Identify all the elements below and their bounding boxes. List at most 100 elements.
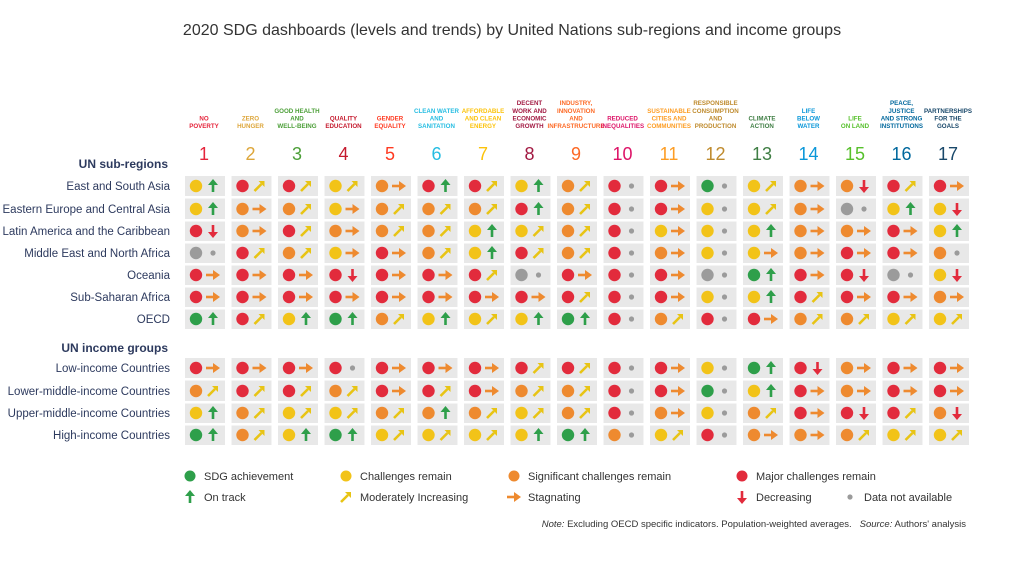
- trend-arrow-moderately-increasing: [904, 430, 916, 441]
- level-dot-major-challenges: [236, 246, 249, 260]
- trend-arrow-stagnating: [252, 270, 267, 280]
- level-dot-major-challenges: [422, 179, 435, 193]
- footnote: Note: Excluding OECD specific indicators…: [542, 519, 966, 530]
- trend-arrow-moderately-increasing: [532, 363, 544, 374]
- level-dot-no-data: [515, 268, 528, 282]
- row-separator: [180, 219, 970, 222]
- level-dot-significant-challenges: [329, 224, 342, 238]
- level-dot-challenges-remain: [701, 361, 714, 375]
- trend-arrow-stagnating: [671, 181, 685, 191]
- trend-arrow-data-not-available: [721, 228, 728, 234]
- level-dot-major-challenges: [329, 361, 342, 375]
- trend-arrow-decreasing: [952, 269, 962, 282]
- row-label: OECD: [137, 314, 170, 326]
- level-dot-major-challenges: [887, 361, 900, 375]
- level-dot-significant-challenges: [422, 246, 435, 260]
- trend-arrow-stagnating: [392, 248, 406, 258]
- level-dot-significant-challenges: [561, 406, 575, 420]
- level-dot-significant-challenges: [840, 224, 854, 238]
- goal-12-label: CONSUMPTION: [692, 108, 739, 115]
- level-dot-challenges-remain: [329, 246, 342, 260]
- row-label: Latin America and the Caribbean: [3, 226, 171, 238]
- trend-arrow-moderately-increasing: [904, 314, 916, 325]
- trend-arrow-on-track: [952, 224, 962, 237]
- level-dot-major-challenges: [282, 361, 296, 375]
- trend-arrow-data-not-available: [628, 250, 635, 256]
- note-label: Note:: [541, 519, 565, 530]
- legend-label: Stagnating: [528, 492, 581, 504]
- goal-13-label: ACTION: [750, 123, 774, 130]
- level-dot-challenges-remain: [468, 224, 482, 238]
- level-dot-significant-challenges: [794, 428, 807, 442]
- level-dot-significant-challenges: [654, 246, 668, 260]
- goal-16-label: JUSTICE: [888, 108, 914, 115]
- trend-arrow-moderately-increasing: [393, 430, 404, 441]
- level-dot-challenges-remain: [747, 246, 761, 260]
- trend-arrow-moderately-increasing: [346, 386, 358, 397]
- trend-arrow-stagnating: [671, 270, 685, 280]
- row-separator: [180, 445, 970, 448]
- level-dot-major-challenges: [654, 290, 668, 304]
- level-dot-major-challenges: [561, 361, 575, 375]
- goal-8-label: WORK AND: [512, 108, 547, 115]
- trend-arrow-stagnating: [950, 181, 964, 191]
- goal-10-label: REDUCED: [607, 115, 638, 122]
- row-separator: [180, 401, 970, 404]
- level-dot-challenges-remain: [933, 202, 947, 216]
- trend-arrow-moderately-increasing: [904, 408, 916, 419]
- level-dot-challenges-remain: [282, 406, 296, 420]
- goal-7-label: AND CLEAN: [465, 115, 502, 122]
- goal-8-label: DECENT: [517, 100, 543, 107]
- trend-arrow-moderately-increasing: [579, 386, 590, 397]
- trend-arrow-on-track: [766, 268, 776, 281]
- row-separator: [180, 241, 970, 244]
- level-dot-significant-challenges: [561, 202, 575, 216]
- goal-9-label: INNOVATION: [557, 108, 595, 115]
- trend-arrow-stagnating: [345, 248, 360, 258]
- level-dot-major-challenges: [468, 268, 482, 282]
- goal-6-label: AND: [430, 115, 444, 122]
- legend-label: Decreasing: [756, 492, 812, 504]
- goal-7-label: AFFORDABLE: [462, 108, 505, 115]
- level-dot-significant-challenges: [329, 384, 342, 398]
- trend-arrow-decreasing: [208, 225, 218, 238]
- level-dot-significant-challenges: [375, 224, 389, 238]
- legend-dot-sdg-achievement: [184, 470, 196, 482]
- level-dot-challenges-remain: [515, 224, 528, 238]
- trend-arrow-moderately-increasing: [486, 314, 497, 325]
- level-dot-major-challenges: [189, 290, 203, 304]
- goal-17-number: 17: [938, 144, 958, 164]
- trend-arrow-data-not-available: [721, 272, 728, 278]
- level-dot-major-challenges: [654, 361, 668, 375]
- goal-10-number: 10: [612, 144, 632, 164]
- trend-arrow-stagnating: [671, 226, 685, 236]
- level-dot-major-challenges: [608, 312, 621, 326]
- legend-label: Challenges remain: [360, 471, 452, 483]
- trend-arrow-on-track: [533, 202, 544, 215]
- level-dot-significant-challenges: [794, 179, 807, 193]
- goal-5-label: GENDER: [377, 115, 404, 122]
- trend-arrow-stagnating: [345, 204, 360, 214]
- level-dot-major-challenges: [236, 268, 249, 282]
- trend-arrow-moderately-increasing: [579, 292, 590, 303]
- level-dot-major-challenges: [794, 384, 807, 398]
- level-dot-significant-challenges: [375, 406, 389, 420]
- level-dot-significant-challenges: [840, 384, 854, 398]
- trend-arrow-moderately-increasing: [253, 248, 265, 259]
- level-dot-challenges-remain: [189, 406, 203, 420]
- trend-arrow-moderately-increasing: [532, 248, 544, 259]
- level-dot-challenges-remain: [701, 246, 714, 260]
- goal-12-label: PRODUCTION: [695, 123, 737, 130]
- goal-7-label: ENERGY: [470, 123, 497, 130]
- goal-15-label: ON LAND: [841, 123, 870, 130]
- trend-arrow-stagnating: [857, 226, 871, 236]
- goal-12-label: AND: [709, 115, 723, 122]
- level-dot-major-challenges: [794, 361, 807, 375]
- trend-arrow-on-track: [440, 179, 451, 192]
- row-label: Upper-middle-income Countries: [8, 408, 171, 420]
- goal-10-label: INEQUALITIES: [601, 123, 644, 130]
- trend-arrow-decreasing: [737, 491, 747, 504]
- level-dot-significant-challenges: [282, 246, 296, 260]
- trend-arrow-moderately-increasing: [951, 430, 962, 441]
- level-dot-significant-challenges: [375, 179, 389, 193]
